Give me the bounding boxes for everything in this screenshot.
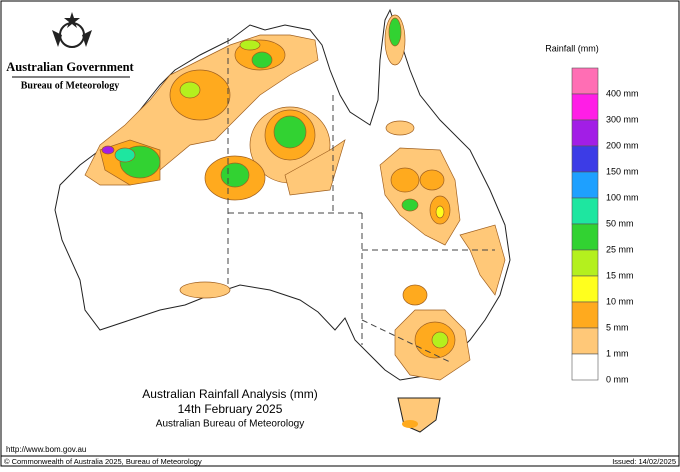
government-name: Australian Government	[6, 60, 134, 74]
legend-label: 15 mm	[606, 270, 634, 280]
legend-label: 200 mm	[606, 140, 639, 150]
legend-label: 10 mm	[606, 296, 634, 306]
map-title: Australian Rainfall Analysis (mm)	[142, 387, 317, 401]
issued: Issued: 14/02/2025	[612, 457, 676, 466]
rainfall-areas	[84, 14, 506, 381]
legend-swatch	[571, 93, 599, 121]
legend-label: 400 mm	[606, 88, 639, 98]
legend-swatch	[571, 249, 599, 277]
map-source: Australian Bureau of Meteorology	[156, 419, 304, 430]
legend-title: Rainfall (mm)	[545, 43, 599, 53]
legend-label: 100 mm	[606, 192, 639, 202]
state-borders	[227, 38, 495, 363]
legend-label: 25 mm	[606, 244, 634, 254]
legend-label: 1 mm	[606, 348, 629, 358]
legend-label: 5 mm	[606, 322, 629, 332]
legend-swatch	[571, 119, 599, 147]
legend-swatch	[571, 171, 599, 199]
legend-swatch	[571, 223, 599, 251]
legend-swatch	[571, 327, 599, 355]
legend-label: 150 mm	[606, 166, 639, 176]
legend-label: 300 mm	[606, 114, 639, 124]
crest	[52, 12, 92, 48]
legend-label: 50 mm	[606, 218, 634, 228]
legend-swatch	[571, 67, 599, 95]
legend-swatch	[571, 353, 599, 381]
legend-swatch	[571, 275, 599, 303]
copyright: © Commonwealth of Australia 2025, Bureau…	[4, 457, 202, 466]
legend-label: 0 mm	[606, 374, 629, 384]
legend-swatch	[571, 301, 599, 329]
legend-swatch	[571, 145, 599, 173]
legend-swatch	[571, 197, 599, 225]
legend: 400 mm 300 mm 200 mm 150 mm 100 mm 50 mm 25 mm…	[571, 67, 639, 384]
url: http://www.bom.gov.au	[6, 445, 86, 454]
agency-name: Bureau of Meteorology	[21, 80, 120, 91]
map-date: 14th February 2025	[178, 402, 283, 416]
